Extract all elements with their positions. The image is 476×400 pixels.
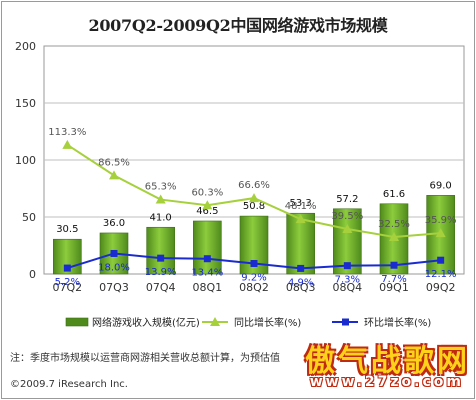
chart-title: 2007Q2-2009Q2中国网络游戏市场规模 bbox=[88, 16, 388, 35]
x-tick-label: 09Q1 bbox=[379, 281, 409, 294]
x-tick-label: 08Q2 bbox=[239, 281, 269, 294]
y-tick-label: 150 bbox=[15, 97, 36, 110]
x-tick-label: 07Q2 bbox=[53, 281, 83, 294]
bar-value-label: 57.2 bbox=[336, 194, 358, 205]
qoq-point bbox=[110, 249, 118, 257]
yoy-label: 32.5% bbox=[378, 219, 410, 230]
legend-qoq-label: 环比增长率(%) bbox=[364, 316, 431, 329]
qoq-point bbox=[63, 264, 71, 272]
qoq-label: 13.4% bbox=[191, 268, 223, 279]
qoq-label: 13.9% bbox=[145, 267, 177, 278]
yoy-point bbox=[435, 228, 446, 238]
qoq-label: 12.1% bbox=[425, 269, 457, 280]
yoy-point bbox=[342, 223, 353, 233]
x-tick-label: 07Q4 bbox=[146, 281, 176, 294]
legend-yoy-label: 同比增长率(%) bbox=[234, 316, 301, 329]
qoq-point bbox=[157, 254, 165, 262]
bar-08Q3 bbox=[286, 212, 315, 275]
yoy-point bbox=[202, 200, 213, 210]
qoq-point bbox=[437, 256, 445, 264]
yoy-label: 60.3% bbox=[191, 187, 223, 198]
yoy-label: 39.5% bbox=[331, 211, 363, 222]
y-tick-label: 50 bbox=[22, 211, 36, 224]
qoq-label: 7.7% bbox=[381, 274, 406, 285]
qoq-label: 4.9% bbox=[288, 277, 313, 288]
watermark-url: www.27zo.com bbox=[309, 374, 464, 390]
bar-07Q4 bbox=[146, 226, 175, 275]
yoy-label: 35.9% bbox=[425, 215, 457, 226]
yoy-label: 86.5% bbox=[98, 157, 130, 168]
bar-value-label: 50.8 bbox=[243, 201, 265, 212]
yoy-point bbox=[249, 193, 259, 203]
qoq-label: 9.2% bbox=[241, 273, 266, 284]
y-tick-label: 100 bbox=[15, 154, 36, 167]
legend-yoy-marker bbox=[210, 317, 220, 326]
yoy-point bbox=[155, 194, 166, 204]
bar-value-label: 41.0 bbox=[150, 212, 172, 223]
x-tick-label: 08Q1 bbox=[193, 281, 223, 294]
yoy-point bbox=[62, 139, 73, 149]
yoy-point bbox=[109, 170, 119, 180]
qoq-label: 7.3% bbox=[335, 275, 360, 286]
watermark-text: 傲气战歌网 bbox=[305, 344, 470, 379]
yoy-label: 66.6% bbox=[238, 180, 270, 191]
yoy-point bbox=[389, 231, 399, 241]
legend-bar-swatch bbox=[65, 317, 89, 327]
yoy-label: 65.3% bbox=[145, 182, 177, 193]
bar-08Q1 bbox=[193, 220, 222, 275]
y-tick-label: 200 bbox=[15, 40, 36, 53]
legend-bar-label: 网络游戏收入规模(亿元) bbox=[92, 316, 200, 329]
footnote: 注：季度市场规模以运营商网游相关营收总额计算，为预估值 bbox=[10, 353, 280, 364]
bar-value-label: 36.0 bbox=[103, 218, 125, 229]
qoq-point bbox=[390, 261, 398, 269]
qoq-point bbox=[343, 262, 351, 270]
qoq-point bbox=[297, 264, 305, 272]
yoy-label: 113.3% bbox=[48, 127, 86, 138]
watermark-logo: 傲气战歌网 www.27zo.com bbox=[280, 336, 470, 394]
bar-value-label: 30.5 bbox=[56, 224, 78, 235]
yoy-point bbox=[295, 214, 306, 224]
copyright-text: ©2009.7 iResearch Inc. bbox=[10, 379, 128, 390]
bar-value-label: 61.6 bbox=[383, 189, 405, 200]
x-tick-label: 08Q3 bbox=[286, 281, 316, 294]
bar-value-label: 46.5 bbox=[196, 206, 218, 217]
x-tick-label: 08Q4 bbox=[333, 281, 363, 294]
legend-qoq-marker bbox=[342, 318, 349, 326]
qoq-point bbox=[250, 260, 258, 268]
x-tick-label: 09Q2 bbox=[426, 281, 456, 294]
qoq-label: 18.0% bbox=[98, 262, 130, 273]
y-tick-label: 0 bbox=[29, 268, 36, 281]
qoq-label: 5.2% bbox=[55, 277, 80, 288]
bar-value-label: 69.0 bbox=[430, 180, 452, 191]
qoq-point bbox=[203, 255, 211, 263]
bar-value-label: 53.3 bbox=[290, 198, 312, 209]
x-tick-label: 07Q3 bbox=[99, 281, 129, 294]
chart-svg: 0 50 100 150 200 30.5 36.0 41.0 46.5 50.8 53.3 57.2… bbox=[15, 40, 465, 329]
yoy-label: 48.1% bbox=[285, 201, 317, 212]
